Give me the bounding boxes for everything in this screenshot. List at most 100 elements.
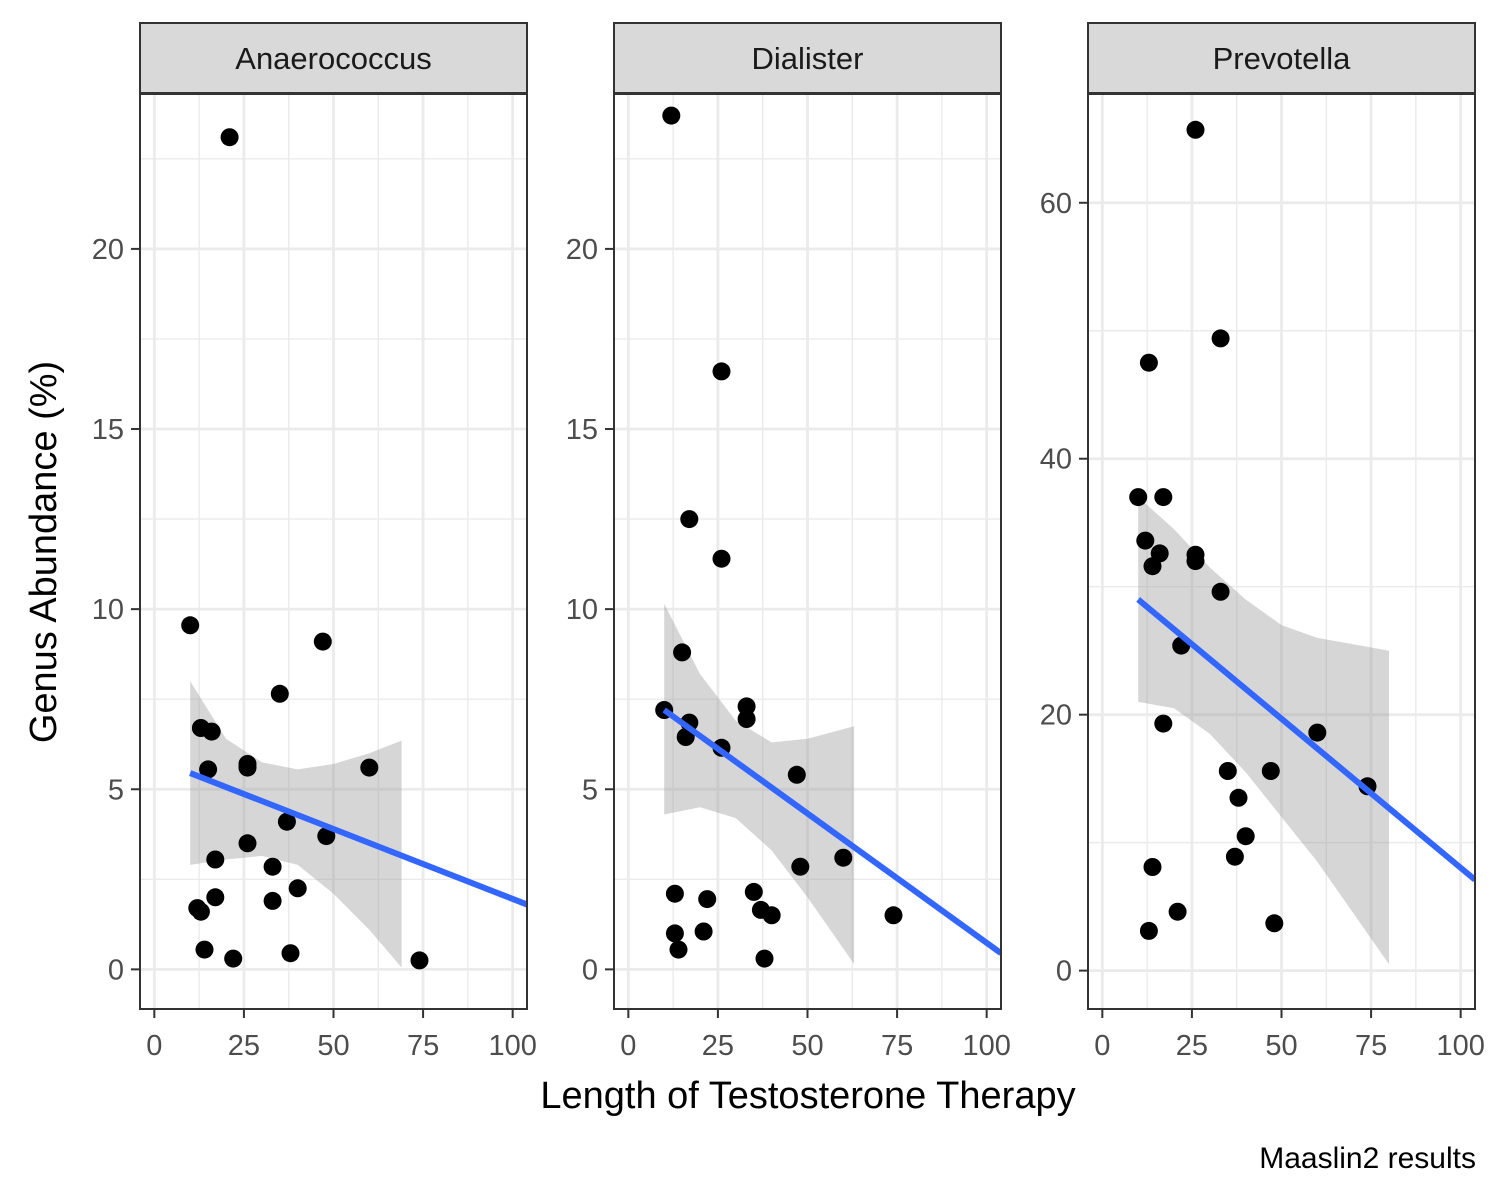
- facet-strip-label: Dialister: [752, 41, 864, 76]
- data-point: [1225, 847, 1244, 866]
- x-tick-label: 0: [146, 1030, 162, 1062]
- data-point: [1261, 762, 1280, 780]
- data-point: [281, 944, 300, 963]
- data-point: [665, 884, 684, 903]
- data-point: [1168, 902, 1187, 921]
- data-point: [680, 510, 699, 529]
- data-point: [694, 922, 713, 941]
- data-point: [1143, 858, 1162, 876]
- data-point: [1136, 531, 1155, 550]
- facet-panel-prevotella: Prevotella 0 25 50 75 100 0 20 40 60: [1040, 22, 1485, 1062]
- y-tick-label: 10: [566, 594, 598, 626]
- y-tick-label: 0: [1056, 956, 1072, 988]
- y-tick-label: 0: [108, 954, 124, 986]
- facet-panel-anaerococcus: Anaerococcus 0 25 50 75 100 0 5 10 15 20: [92, 22, 537, 1062]
- y-tick-label: 20: [92, 234, 124, 266]
- data-point: [737, 710, 756, 728]
- data-point: [1229, 788, 1248, 807]
- x-tick-label: 25: [1176, 1030, 1208, 1062]
- data-point: [1218, 762, 1237, 780]
- facet-strip-label: Prevotella: [1213, 41, 1352, 76]
- x-tick-label: 100: [1436, 1030, 1484, 1062]
- data-point: [1211, 582, 1230, 601]
- y-tick-label: 5: [582, 774, 598, 806]
- facet-strip: [1087, 22, 1476, 94]
- x-tick-label: 0: [620, 1030, 636, 1062]
- data-point: [191, 902, 210, 921]
- data-point: [1211, 329, 1230, 348]
- x-tick-label: 0: [1094, 1030, 1110, 1062]
- plot-area: [1088, 94, 1475, 1009]
- data-point: [263, 891, 282, 910]
- data-point: [1186, 552, 1205, 571]
- y-tick-label: 20: [1040, 700, 1072, 732]
- facet-panel-dialister: Dialister 0 25 50 75 100 0 5 10 15 20: [566, 22, 1011, 1062]
- data-point: [834, 848, 853, 867]
- data-point: [313, 632, 332, 651]
- plot-area: [614, 94, 1001, 1009]
- data-point: [698, 890, 717, 909]
- x-tick-label: 75: [407, 1030, 439, 1062]
- y-tick-label: 15: [92, 414, 124, 446]
- data-point: [199, 760, 218, 779]
- regression-line: [189, 770, 527, 908]
- data-point: [1154, 488, 1173, 507]
- data-point: [712, 362, 731, 381]
- y-tick-label: 20: [566, 234, 598, 266]
- data-point: [669, 940, 688, 959]
- y-tick-label: 5: [108, 774, 124, 806]
- caption: Maaslin2 results: [1259, 1142, 1476, 1175]
- data-point: [884, 906, 903, 925]
- data-point: [195, 940, 214, 959]
- data-point: [317, 827, 336, 846]
- data-point: [787, 765, 806, 784]
- x-tick-label: 50: [1265, 1030, 1297, 1062]
- data-point: [737, 697, 756, 716]
- x-tick-label: 75: [1355, 1030, 1387, 1062]
- data-point: [263, 857, 282, 876]
- regression-line: [662, 707, 1001, 956]
- data-point: [206, 850, 225, 869]
- data-point: [206, 888, 225, 907]
- x-tick-label: 100: [962, 1030, 1010, 1062]
- data-point: [288, 879, 307, 898]
- x-axis-label: Length of Testosterone Therapy: [540, 1075, 1075, 1117]
- data-point: [410, 951, 429, 970]
- y-tick-label: 0: [582, 954, 598, 986]
- data-point: [1236, 827, 1255, 846]
- data-point: [1139, 353, 1158, 372]
- data-point: [1150, 544, 1169, 563]
- data-point: [673, 643, 692, 662]
- data-point: [181, 616, 200, 635]
- data-point: [202, 722, 221, 741]
- data-point: [676, 728, 695, 746]
- confidence-band: [664, 603, 855, 964]
- confidence-band: [1138, 497, 1389, 965]
- x-tick-label: 100: [488, 1030, 536, 1062]
- data-point: [1265, 914, 1284, 933]
- data-point: [744, 882, 763, 901]
- data-point: [712, 549, 731, 568]
- data-point: [270, 684, 289, 703]
- data-point: [277, 812, 296, 831]
- data-point: [360, 758, 379, 777]
- regression-line: [1136, 597, 1475, 883]
- data-point: [1186, 120, 1205, 139]
- facet-strip-label: Anaerococcus: [235, 41, 431, 76]
- data-point: [238, 834, 257, 853]
- x-tick-label: 50: [317, 1030, 349, 1062]
- data-point: [755, 949, 774, 968]
- facet-strip: [139, 22, 528, 94]
- data-point: [238, 755, 257, 773]
- data-point: [791, 857, 810, 876]
- y-axis-label: Genus Abundance (%): [23, 361, 65, 743]
- data-point: [662, 106, 681, 125]
- data-point: [1129, 488, 1148, 507]
- data-point: [224, 949, 243, 968]
- facet-strip: [613, 22, 1002, 94]
- data-point: [762, 906, 781, 925]
- y-tick-label: 15: [566, 414, 598, 446]
- y-tick-label: 60: [1040, 188, 1072, 220]
